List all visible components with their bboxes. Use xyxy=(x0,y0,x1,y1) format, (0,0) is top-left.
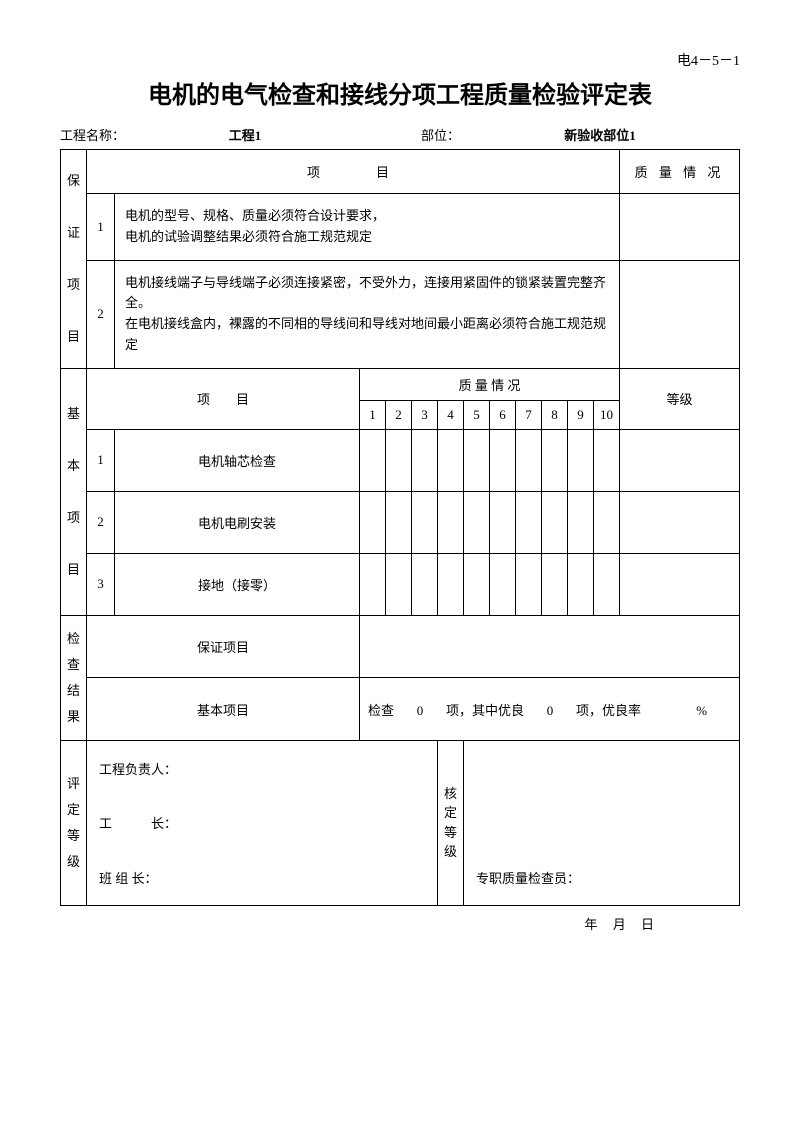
guarantee-item-num: 1 xyxy=(87,194,115,261)
quality-cell xyxy=(464,553,490,615)
main-table: 保证项目 项 目 质 量 情 况 1 电机的型号、规格、质量必须符合设计要求，电… xyxy=(60,149,740,906)
position-value: 新验收部位1 xyxy=(460,125,740,144)
verify-grade-label: 核定等级 xyxy=(438,740,464,905)
quality-cell xyxy=(386,429,412,491)
quality-cell xyxy=(360,491,386,553)
guarantee-quality-cell xyxy=(620,260,740,368)
check-result-label: 检查结果 xyxy=(61,615,87,740)
quality-cell xyxy=(516,429,542,491)
quality-col-num: 10 xyxy=(594,400,620,429)
quality-col-num: 6 xyxy=(490,400,516,429)
quality-cell xyxy=(438,491,464,553)
quality-cell xyxy=(438,553,464,615)
quality-cell xyxy=(438,429,464,491)
quality-cell xyxy=(568,429,594,491)
check-basic-label: 基本项目 xyxy=(87,678,360,741)
quality-cell xyxy=(490,429,516,491)
basic-item-num: 3 xyxy=(87,553,115,615)
quality-cell xyxy=(594,429,620,491)
basic-item-name: 电机电刷安装 xyxy=(115,491,360,553)
quality-cell xyxy=(516,553,542,615)
foreman-sig: 工 长： xyxy=(87,795,438,850)
quality-cell xyxy=(542,429,568,491)
basic-project-header: 项 目 xyxy=(87,368,360,429)
quality-cell xyxy=(568,491,594,553)
guarantee-item-text: 电机的型号、规格、质量必须符合设计要求，电机的试验调整结果必须符合施工规范规定 xyxy=(115,194,620,261)
page-title: 电机的电气检查和接线分项工程质量检验评定表 xyxy=(60,75,740,110)
quality-cell xyxy=(542,553,568,615)
guarantee-quality-header: 质 量 情 况 xyxy=(620,150,740,194)
project-name-value: 工程1 xyxy=(130,125,360,144)
quality-cell xyxy=(594,553,620,615)
quality-cell xyxy=(490,553,516,615)
check-basic-content: 检查 0 项，其中优良 0 项，优良率 % xyxy=(360,678,740,741)
eval-grade-label: 评定等级 xyxy=(61,740,87,905)
grade-cell xyxy=(620,429,740,491)
guarantee-section-label: 保证项目 xyxy=(61,150,87,369)
quality-cell xyxy=(412,491,438,553)
guarantee-quality-cell xyxy=(620,194,740,261)
quality-col-num: 1 xyxy=(360,400,386,429)
basic-item-num: 1 xyxy=(87,429,115,491)
quality-col-num: 3 xyxy=(412,400,438,429)
inspector-sig: 专职质量检查员： xyxy=(464,850,740,905)
basic-item-num: 2 xyxy=(87,491,115,553)
guarantee-item-text: 电机接线端子与导线端子必须连接紧密，不受外力，连接用紧固件的锁紧装置完整齐全。在… xyxy=(115,260,620,368)
quality-cell xyxy=(412,429,438,491)
quality-cell xyxy=(360,553,386,615)
grade-cell xyxy=(620,553,740,615)
guarantee-project-header: 项 目 xyxy=(87,150,620,194)
quality-cell xyxy=(360,429,386,491)
guarantee-item-num: 2 xyxy=(87,260,115,368)
quality-col-num: 9 xyxy=(568,400,594,429)
quality-cell xyxy=(464,491,490,553)
quality-col-num: 8 xyxy=(542,400,568,429)
team-leader-sig: 班 组 长： xyxy=(87,850,438,905)
quality-col-num: 4 xyxy=(438,400,464,429)
quality-cell xyxy=(516,491,542,553)
quality-cell xyxy=(542,491,568,553)
basic-quality-header: 质 量 情 况 xyxy=(360,368,620,400)
grade-cell xyxy=(620,491,740,553)
quality-cell xyxy=(594,491,620,553)
quality-col-num: 7 xyxy=(516,400,542,429)
quality-cell xyxy=(412,553,438,615)
position-label: 部位： xyxy=(360,125,460,144)
quality-cell xyxy=(464,429,490,491)
quality-cell xyxy=(386,553,412,615)
verify-grade-cell xyxy=(464,740,740,850)
header-info: 工程名称： 工程1 部位： 新验收部位1 xyxy=(60,125,740,144)
quality-cell xyxy=(568,553,594,615)
project-name-label: 工程名称： xyxy=(60,125,130,144)
date-label: 年 月 日 xyxy=(60,906,740,933)
basic-item-name: 电机轴芯检查 xyxy=(115,429,360,491)
quality-col-num: 5 xyxy=(464,400,490,429)
quality-col-num: 2 xyxy=(386,400,412,429)
quality-cell xyxy=(490,491,516,553)
basic-item-name: 接地（接零） xyxy=(115,553,360,615)
check-guarantee-label: 保证项目 xyxy=(87,615,360,678)
project-leader-sig: 工程负责人： xyxy=(87,740,438,795)
quality-cell xyxy=(386,491,412,553)
check-guarantee-value xyxy=(360,615,740,678)
basic-section-label: 基本项目 xyxy=(61,368,87,615)
document-code: 电4－5－1 xyxy=(60,50,740,70)
basic-grade-header: 等级 xyxy=(620,368,740,429)
